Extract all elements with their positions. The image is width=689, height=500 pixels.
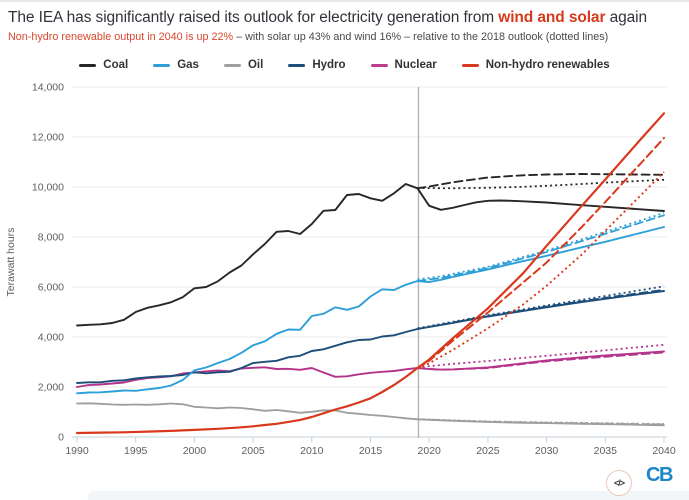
svg-text:2035: 2035 bbox=[594, 445, 618, 457]
legend-label-gas: Gas bbox=[177, 59, 199, 71]
legend-item-non-hydro-renewables[interactable]: Non-hydro renewables bbox=[461, 59, 610, 71]
svg-text:2000: 2000 bbox=[183, 445, 207, 457]
bottom-strip bbox=[88, 491, 689, 500]
line-non-hydro-renewables-dotted bbox=[417, 171, 665, 369]
legend-label-hydro: Hydro bbox=[312, 59, 346, 71]
legend-label-non-hydro-renewables: Non-hydro renewables bbox=[485, 59, 610, 71]
svg-text:2015: 2015 bbox=[359, 445, 383, 457]
svg-text:14,000: 14,000 bbox=[32, 82, 64, 94]
y-axis-title: Terawatt hours bbox=[5, 228, 17, 297]
line-hydro-solid bbox=[76, 290, 665, 384]
svg-text:1990: 1990 bbox=[65, 445, 89, 457]
legend-item-hydro[interactable]: Hydro bbox=[288, 59, 346, 71]
carbon-brief-logo[interactable]: CB bbox=[646, 464, 673, 486]
legend-swatch-non-hydro-renewables bbox=[461, 63, 479, 67]
line-coal-solid bbox=[76, 183, 665, 327]
line-non-hydro-renewables-solid bbox=[75, 112, 666, 435]
legend-swatch-oil bbox=[223, 63, 241, 67]
line-non-hydro-renewables-dashed bbox=[416, 137, 665, 369]
top-border bbox=[0, 0, 689, 2]
svg-text:10,000: 10,000 bbox=[32, 182, 64, 194]
svg-text:2040: 2040 bbox=[652, 445, 676, 457]
legend: Coal Gas Oil Hydro Nuclear Non-hydro renewabl… bbox=[0, 59, 689, 71]
svg-text:4,000: 4,000 bbox=[38, 332, 64, 344]
svg-text:6,000: 6,000 bbox=[38, 282, 64, 294]
line-oil-solid bbox=[76, 402, 665, 427]
svg-text:2005: 2005 bbox=[241, 445, 265, 457]
chart-subtitle: Non-hydro renewable output in 2040 is up… bbox=[8, 31, 684, 44]
legend-swatch-gas bbox=[153, 63, 171, 67]
line-gas-dashed bbox=[416, 214, 665, 282]
svg-text:2020: 2020 bbox=[418, 445, 442, 457]
x-axis-labels: 1990 1995 2000 2005 2010 2015 2020 2025 2030 2035… bbox=[65, 437, 676, 457]
svg-text:2025: 2025 bbox=[476, 445, 500, 457]
gridlines bbox=[72, 86, 667, 438]
legend-item-gas[interactable]: Gas bbox=[153, 59, 199, 71]
code-icon: </> bbox=[613, 478, 625, 488]
line-coal-dotted bbox=[417, 178, 665, 190]
line-hydro-dotted bbox=[417, 285, 665, 330]
svg-text:2,000: 2,000 bbox=[38, 382, 64, 394]
line-gas-solid bbox=[76, 226, 665, 395]
legend-label-coal: Coal bbox=[103, 59, 129, 71]
legend-item-coal[interactable]: Coal bbox=[79, 59, 128, 71]
legend-swatch-hydro bbox=[288, 63, 306, 67]
y-axis-labels: 0 2,000 4,000 6,000 8,000 10,000 12,000 14,000 bbox=[32, 82, 64, 444]
svg-text:2010: 2010 bbox=[300, 445, 324, 457]
legend-label-oil: Oil bbox=[247, 59, 264, 71]
legend-item-oil[interactable]: Oil bbox=[223, 59, 264, 71]
svg-text:2030: 2030 bbox=[535, 445, 559, 457]
embed-code-button[interactable]: </> bbox=[606, 470, 632, 496]
legend-swatch-nuclear bbox=[370, 63, 388, 67]
svg-text:8,000: 8,000 bbox=[38, 232, 64, 244]
legend-swatch-coal bbox=[79, 63, 97, 67]
legend-item-nuclear[interactable]: Nuclear bbox=[370, 59, 437, 71]
title-highlight: wind and solar bbox=[498, 9, 606, 26]
line-gas-dotted bbox=[417, 212, 665, 281]
svg-text:12,000: 12,000 bbox=[32, 132, 64, 144]
line-coal-dashed bbox=[416, 173, 665, 190]
subtitle-highlight: Non-hydro renewable output in 2040 is up… bbox=[8, 31, 234, 43]
subtitle-rest: – with solar up 43% and wind 16% – relat… bbox=[233, 31, 609, 43]
svg-text:1995: 1995 bbox=[124, 445, 148, 457]
title-text: The IEA has significantly raised its out… bbox=[8, 9, 499, 26]
page-title: The IEA has significantly raised its out… bbox=[8, 8, 680, 27]
legend-label-nuclear: Nuclear bbox=[394, 59, 437, 71]
svg-text:0: 0 bbox=[58, 432, 64, 444]
line-nuclear-solid bbox=[76, 350, 665, 388]
title-tail: again bbox=[605, 9, 648, 26]
